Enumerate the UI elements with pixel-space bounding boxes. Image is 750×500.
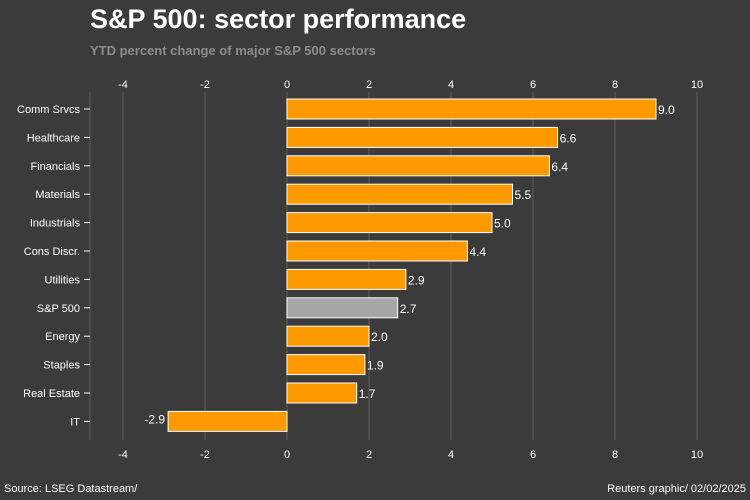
bar xyxy=(286,268,407,290)
bar xyxy=(286,155,550,177)
category-label: Energy xyxy=(45,331,80,343)
data-label: 9.0 xyxy=(658,103,675,117)
bar xyxy=(286,240,468,262)
data-label: 4.4 xyxy=(469,245,486,259)
data-labels: 9.0 6.6 6.4 5.5 5.0 4.4 2.9 2.7 2.0 1.9 1.7 -2.9 xyxy=(144,103,675,426)
x-tick-label-top: 4 xyxy=(448,79,454,91)
x-tick-label-top: 6 xyxy=(530,79,536,91)
category-label: S&P 500 xyxy=(37,303,80,315)
bar xyxy=(286,126,559,148)
category-label: Financials xyxy=(30,161,80,173)
data-label: 2.0 xyxy=(371,330,388,344)
bar xyxy=(286,98,657,120)
source-note: Source: LSEG Datastream/ xyxy=(4,483,138,495)
x-tick-label-top: 2 xyxy=(366,79,372,91)
category-label: Cons Discr. xyxy=(24,246,80,258)
x-tick-label-top: 0 xyxy=(284,79,290,91)
category-label: Staples xyxy=(43,360,80,372)
x-tick-label-top: 10 xyxy=(691,79,703,91)
category-label: Materials xyxy=(35,189,80,201)
x-tick-label-bottom: 2 xyxy=(366,449,372,461)
chart-title: S&P 500: sector performance xyxy=(90,4,467,34)
category-label: IT xyxy=(70,416,80,428)
x-tick-label-bottom: 4 xyxy=(448,449,454,461)
x-tick-label-bottom: -4 xyxy=(118,449,128,461)
data-label: -2.9 xyxy=(144,412,165,426)
gridlines xyxy=(122,92,698,440)
bar xyxy=(286,297,399,319)
chart-subtitle: YTD percent change of major S&P 500 sect… xyxy=(90,43,376,58)
x-tick-label-bottom: 10 xyxy=(691,449,703,461)
bar xyxy=(286,382,358,404)
category-label: Comm Srvcs xyxy=(17,104,80,116)
x-tick-label-top: -4 xyxy=(118,79,128,91)
x-tick-label-bottom: 0 xyxy=(284,449,290,461)
category-axis: Comm Srvcs Healthcare Financials Materials I… xyxy=(17,92,91,440)
category-label: Industrials xyxy=(30,218,81,230)
data-label: 5.5 xyxy=(515,188,532,202)
bar xyxy=(286,212,493,234)
x-tick-label-bottom: -2 xyxy=(200,449,210,461)
category-label: Healthcare xyxy=(27,132,80,144)
x-tick-label-top: -2 xyxy=(200,79,210,91)
bar xyxy=(286,183,513,205)
category-label: Real Estate xyxy=(23,388,80,400)
top-axis: -4 -2 0 2 4 6 8 10 xyxy=(118,79,703,91)
bottom-axis: -4 -2 0 2 4 6 8 10 xyxy=(118,449,703,461)
bar xyxy=(286,354,366,376)
data-label: 6.6 xyxy=(560,131,577,145)
data-label: 1.7 xyxy=(359,387,376,401)
bars xyxy=(167,98,657,432)
data-label: 1.9 xyxy=(367,359,384,373)
data-label: 2.7 xyxy=(400,302,417,316)
data-label: 5.0 xyxy=(494,217,511,231)
data-label: 6.4 xyxy=(551,160,568,174)
reuters-credit: Reuters graphic/ 02/02/2025 xyxy=(607,483,746,495)
bar xyxy=(286,325,370,347)
x-tick-label-top: 8 xyxy=(612,79,618,91)
x-tick-label-bottom: 8 xyxy=(612,449,618,461)
category-label: Utilities xyxy=(45,274,81,286)
x-tick-label-bottom: 6 xyxy=(530,449,536,461)
bar xyxy=(167,410,288,432)
data-label: 2.9 xyxy=(408,273,425,287)
